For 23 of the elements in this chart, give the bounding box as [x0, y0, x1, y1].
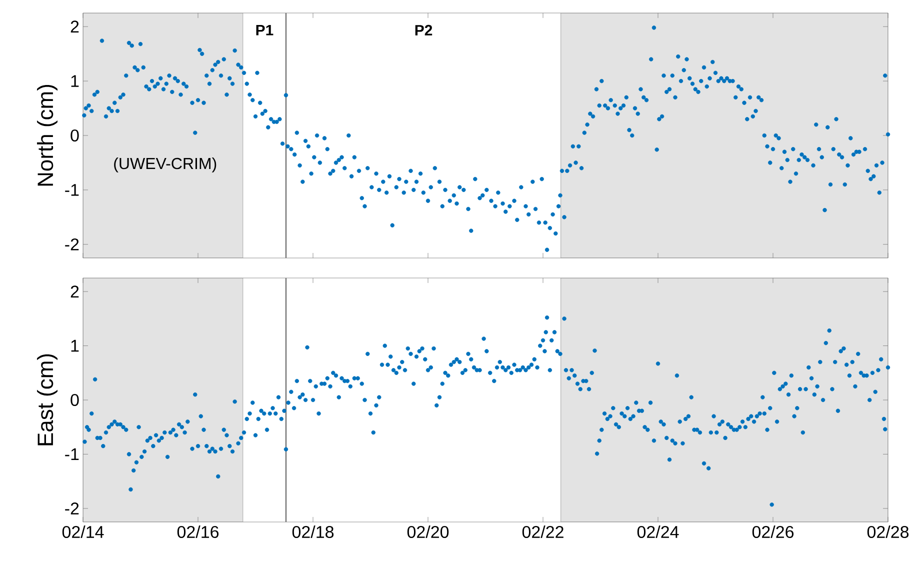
- x-tick-label: 02/20: [407, 526, 449, 538]
- x-tick-label: 02/14: [62, 526, 104, 538]
- y-tick-label: 0: [70, 394, 79, 406]
- y-tick-label: 2: [70, 286, 79, 298]
- x-tick-label: 02/26: [752, 526, 794, 538]
- y-tick-label: 1: [71, 340, 79, 352]
- y-axis-title: North (cm): [36, 84, 58, 186]
- y-tick-label: -1: [65, 184, 79, 196]
- y-tick-label: 1: [71, 75, 79, 87]
- annotation: (UWEV-CRIM): [114, 157, 216, 172]
- x-tick-label: 02/28: [867, 526, 909, 538]
- annotation: P1: [256, 24, 274, 36]
- x-tick-label: 02/22: [522, 526, 564, 538]
- y-tick-label: -1: [65, 448, 79, 460]
- y-axis-title: East (cm): [36, 354, 58, 446]
- x-tick-label: 02/18: [292, 526, 334, 538]
- y-tick-label: -2: [65, 238, 79, 250]
- x-tick-label: 02/16: [177, 526, 219, 538]
- y-tick-label: 2: [70, 20, 79, 33]
- y-tick-label: -2: [65, 502, 79, 514]
- annotation: P2: [415, 24, 432, 36]
- x-tick-label: 02/24: [637, 526, 679, 538]
- y-tick-label: 0: [70, 129, 79, 142]
